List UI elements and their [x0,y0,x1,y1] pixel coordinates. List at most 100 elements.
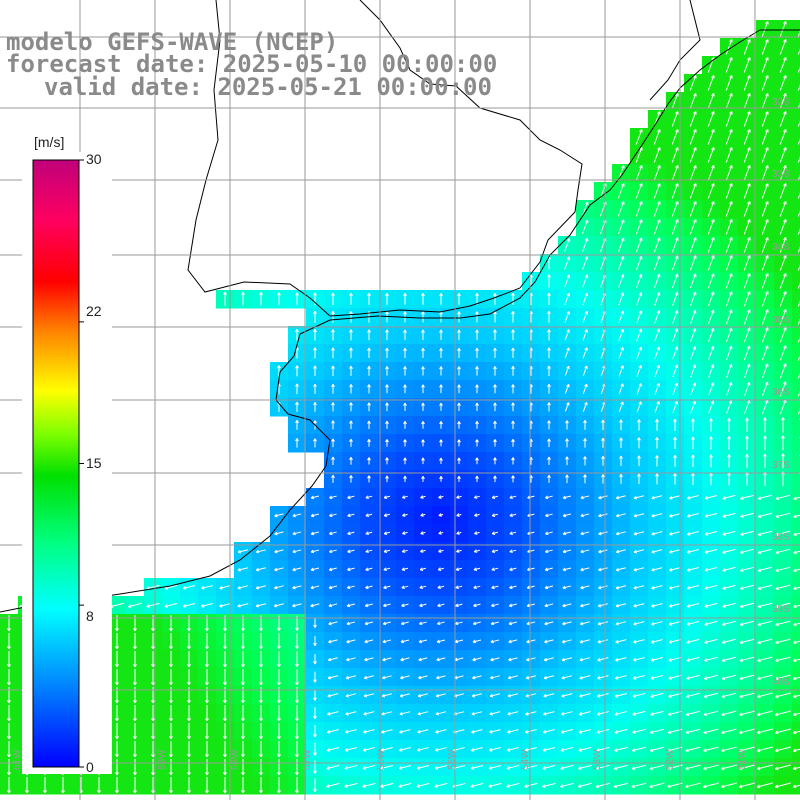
wind-vector [580,585,590,589]
wind-vector [598,549,608,553]
wind-vector-head [595,784,599,788]
wind-vector-head [476,457,479,461]
wind-vector [488,782,502,788]
wind-vector-head [525,711,529,715]
wind-vector-head [472,675,475,679]
wind-vector-head [685,712,689,716]
wind-vector-head [219,585,223,589]
wind-vector-head [381,729,385,733]
wind-vector-head [649,748,653,752]
wind-vector [704,638,718,644]
wind-vector-head [526,585,530,589]
wind-vector [182,602,196,608]
wind-vector [292,585,302,589]
wind-vector-head [508,657,512,661]
wind-vector-head [757,712,760,716]
wind-vector-head [187,682,190,686]
wind-vector-head [512,384,515,388]
wind-vector-head [692,418,695,422]
wind-vector-head [491,585,495,589]
wind-vector [526,639,536,643]
wind-vector-head [205,700,208,704]
wind-vector [668,710,682,716]
wind-vector-head [7,754,10,758]
wind-vector [256,567,266,571]
wind-vector [525,729,537,733]
wind-vector-head [615,657,619,661]
wind-vector [649,764,665,770]
wind-vector [653,183,661,199]
wind-vector-head [61,790,64,794]
wind-vector [793,550,800,554]
wind-vector-head [602,419,605,423]
wind-vector-head [169,718,172,722]
wind-vector-head [728,454,731,458]
wind-vector [704,566,718,572]
wind-vector-head [422,384,425,388]
wind-vector-head [458,421,461,425]
longitude-label: 56W [376,749,387,770]
wind-vector-head [418,657,422,661]
wind-vector [507,747,519,751]
wind-vector-head [530,475,533,479]
wind-vector-head [560,766,564,769]
speed-cell [792,380,800,399]
wind-vector [564,384,570,394]
wind-vector [775,548,791,554]
wind-vector-head [363,693,367,697]
wind-vector [797,372,800,379]
wind-vector-head [133,682,136,686]
wind-vector [579,693,591,697]
wind-vector-head [327,711,331,715]
wind-vector-head [310,603,314,607]
wind-vector [726,346,732,360]
wind-vector [473,585,481,589]
wind-vector-head [774,784,778,788]
wind-vector [617,219,625,235]
wind-vector-head [710,418,713,422]
wind-vector [757,674,773,680]
wind-vector [757,710,773,716]
wind-vector-head [313,697,316,701]
wind-vector-head [651,495,655,499]
speed-cell [792,110,800,129]
wind-vector [654,365,660,377]
wind-vector-head [774,730,778,734]
wind-vector [797,318,800,325]
wind-vector-head [417,748,420,751]
wind-vector [489,693,501,697]
wind-vector [797,246,800,253]
wind-vector-head [344,784,348,788]
wind-vector-head [402,495,405,499]
wind-vector-head [526,621,530,625]
wind-vector-head [674,455,677,459]
wind-vector-head [383,585,387,589]
wind-vector-head [602,456,605,460]
wind-vector [582,402,588,412]
wind-vector-head [382,621,386,625]
wind-vector [326,782,340,788]
wind-vector [616,531,626,535]
wind-vector [562,585,572,589]
speed-cell [792,398,800,417]
wind-vector [779,327,787,343]
wind-vector-head [544,567,548,571]
wind-vector [545,495,553,499]
wind-vector-head [151,736,154,740]
longitude-label: 54W [520,749,531,770]
wind-vector-head [313,734,316,738]
wind-vector [725,201,733,217]
wind-vector [545,549,553,553]
wind-vector-head [458,439,461,443]
wind-vector-head [721,730,725,734]
wind-vector-head [494,347,497,351]
wind-vector [509,567,517,571]
wind-vector [743,39,751,55]
wind-vector [418,693,428,697]
wind-vector-head [187,754,190,758]
wind-vector-head [506,748,510,751]
wind-vector-head [368,347,371,351]
wind-vector [383,567,391,571]
wind-vector-head [296,365,299,369]
wind-vector-head [151,718,154,722]
